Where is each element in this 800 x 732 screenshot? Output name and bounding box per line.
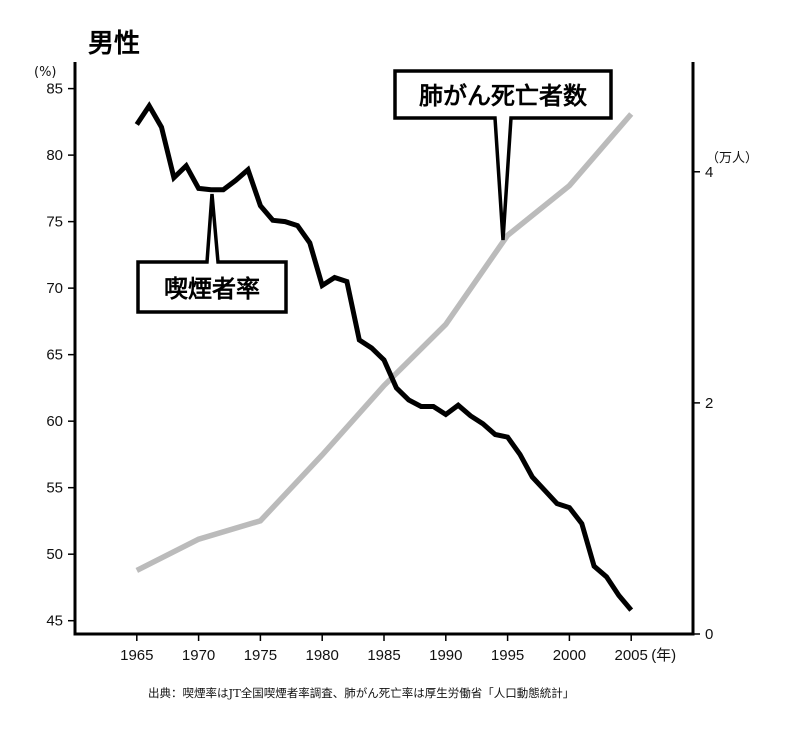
axes-frame [73,62,695,636]
callout-lung-cancer-deaths-box [393,69,613,241]
callout-lung-cancer-deaths-label: 肺がん死亡者数 [419,82,588,110]
x-axis-ticks: 1965 1970 1975 1980 1985 1990 1995 2000 2005 (年) [120,634,676,664]
x-tick-label: 2000 [553,647,586,664]
left-tick-label: 70 [46,280,63,297]
left-tick-label: 60 [46,413,63,430]
series-layer [134,101,634,612]
left-tick-label: 65 [46,347,63,364]
right-axis-unit: （万人） [706,151,758,166]
left-axis-unit: (%) [34,65,57,80]
x-tick-label: 1975 [244,647,277,664]
source-note: 出典：喫煙率はJT全国喫煙者率調査、肺がん死亡率は厚生労働省「人口動態統計」 [148,686,574,700]
x-tick-label: 1990 [429,647,462,664]
x-tick-label: 1980 [306,647,339,664]
callout-lung-cancer-deaths: 肺がん死亡者数 [393,69,613,241]
chart-title: 男性 [88,29,140,59]
left-tick-label: 55 [46,480,63,497]
series-line-lung-cancer-deaths [135,112,634,573]
left-tick-label: 75 [46,214,63,231]
callout-smoking-rate-label: 喫煙者率 [164,275,260,303]
left-tick-label: 80 [46,147,63,164]
right-axis-ticks: 0 2 4 [693,164,713,643]
callout-smoking-rate-box [136,193,288,314]
left-tick-label: 85 [46,81,63,98]
x-tick-label: 1965 [120,647,153,664]
x-tick-label: 1970 [182,647,215,664]
callout-smoking-rate: 喫煙者率 [136,193,288,314]
left-axis: (%) 45 50 55 60 65 70 75 80 85 [34,65,75,630]
x-tick-label: 1985 [367,647,400,664]
left-axis-ticks: 45 50 55 60 65 70 75 80 85 [46,81,75,630]
left-tick-label: 45 [46,613,63,630]
x-axis-unit: (年) [651,647,676,664]
series-line-smoking-rate [134,101,634,612]
right-tick-label: 2 [705,395,713,412]
callouts: 喫煙者率 肺がん死亡者数 [136,69,613,314]
left-tick-label: 50 [46,546,63,563]
x-tick-label: 2005 [615,647,648,664]
right-tick-label: 4 [705,164,713,181]
right-tick-label: 0 [705,626,713,643]
x-tick-label: 1995 [491,647,524,664]
right-axis: （万人） 0 2 4 [693,151,758,643]
